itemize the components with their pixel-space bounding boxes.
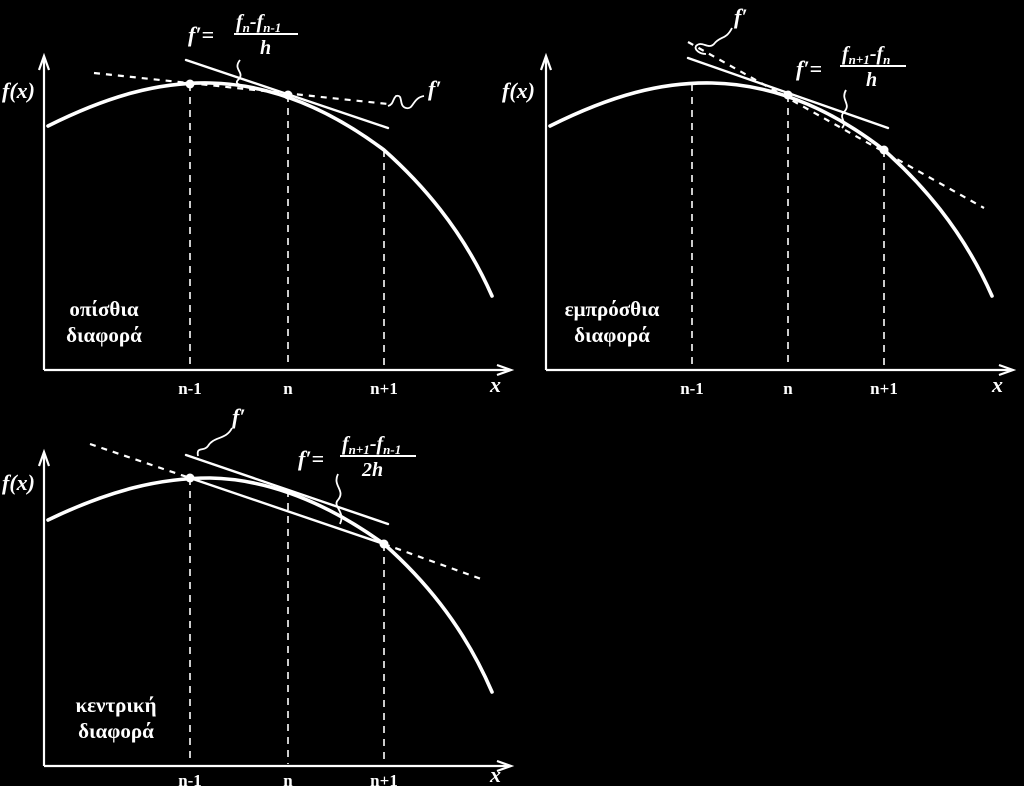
panel-title-line1: εμπρόσθια: [565, 297, 660, 321]
y-axis-label: f(x): [2, 470, 35, 495]
panel-title-line1: οπίσθια: [69, 297, 138, 321]
panel-title-line2: διαφορά: [574, 323, 650, 347]
tick-label: n-1: [680, 379, 704, 398]
formula-lhs: f′=: [188, 22, 214, 47]
point-n-minus-1: [185, 79, 195, 89]
tangent-label: f′: [734, 4, 748, 29]
tangent-leader: [694, 27, 733, 55]
tick-label: n+1: [370, 379, 398, 398]
function-curve: [46, 476, 494, 694]
formula-leader: [235, 59, 259, 91]
x-axis-label: x: [489, 372, 501, 397]
point-n-minus-1: [185, 473, 195, 483]
tangent-leader: [196, 427, 233, 457]
y-axis-arrow: [539, 52, 553, 71]
y-axis-arrow: [37, 448, 51, 467]
tick-label: n: [283, 379, 293, 398]
formula-lhs: f′=: [298, 446, 324, 471]
y-axis-label: f(x): [502, 78, 535, 103]
panel-backward: f(x) x n-1 n n+1 f′ f′= fn-fn-1 h οπίσθι…: [2, 11, 515, 398]
tick-label: n+1: [870, 379, 898, 398]
panel-title-line2: διαφορά: [66, 323, 142, 347]
tick-label: n: [283, 771, 293, 786]
panel-central: f(x) x n-1 n n+1 f′ f′= fn+1-fn-1 2h κεν…: [2, 404, 515, 786]
tick-label: n+1: [370, 771, 398, 786]
formula: f′= fn+1-fn h: [796, 43, 906, 91]
formula: f′= fn+1-fn-1 2h: [298, 433, 416, 481]
point-n: [283, 90, 293, 100]
panel-forward: f(x) x n-1 n n+1 f′ f′= fn+1-fn h εμπρόσ…: [502, 4, 1017, 398]
tick-label: n-1: [178, 771, 202, 786]
tick-label: n: [783, 379, 793, 398]
y-axis-label: f(x): [2, 78, 35, 103]
x-axis-label: x: [991, 372, 1003, 397]
exact-tangent-ext: [383, 542, 485, 582]
function-curve: [46, 81, 494, 298]
formula-denominator: 2h: [361, 459, 383, 481]
formula-numerator: fn-fn-1: [236, 11, 281, 35]
point-n-plus-1: [879, 145, 889, 155]
exact-tangent: [93, 71, 389, 106]
central-secant: [188, 476, 386, 546]
tangent-leader: [387, 94, 425, 110]
formula-numerator: fn+1-fn-1: [342, 433, 401, 457]
panel-title-line1: κεντρική: [75, 693, 156, 717]
exact-tangent: [89, 442, 191, 480]
formula-leader: [335, 473, 343, 525]
x-axis-arrow: [496, 363, 515, 377]
formula-leader: [841, 89, 848, 129]
x-axis-arrow: [998, 363, 1017, 377]
y-axis-arrow: [37, 52, 51, 71]
panel-title-line2: διαφορά: [78, 719, 154, 743]
exact-tangent: [687, 41, 985, 209]
tangent-label: f′: [232, 404, 246, 429]
formula-denominator: h: [260, 37, 271, 59]
function-curve: [548, 81, 994, 298]
x-axis-arrow: [496, 759, 515, 773]
x-axis-label: x: [489, 762, 501, 786]
formula-denominator: h: [866, 69, 877, 91]
tangent-label: f′: [428, 76, 442, 101]
point-n: [783, 90, 793, 100]
point-n-plus-1: [379, 539, 389, 549]
formula-lhs: f′=: [796, 56, 822, 81]
true-tangent: [184, 453, 390, 526]
tick-label: n-1: [178, 379, 202, 398]
formula-numerator: fn+1-fn: [842, 43, 890, 67]
formula: f′= fn-fn-1 h: [188, 11, 298, 59]
